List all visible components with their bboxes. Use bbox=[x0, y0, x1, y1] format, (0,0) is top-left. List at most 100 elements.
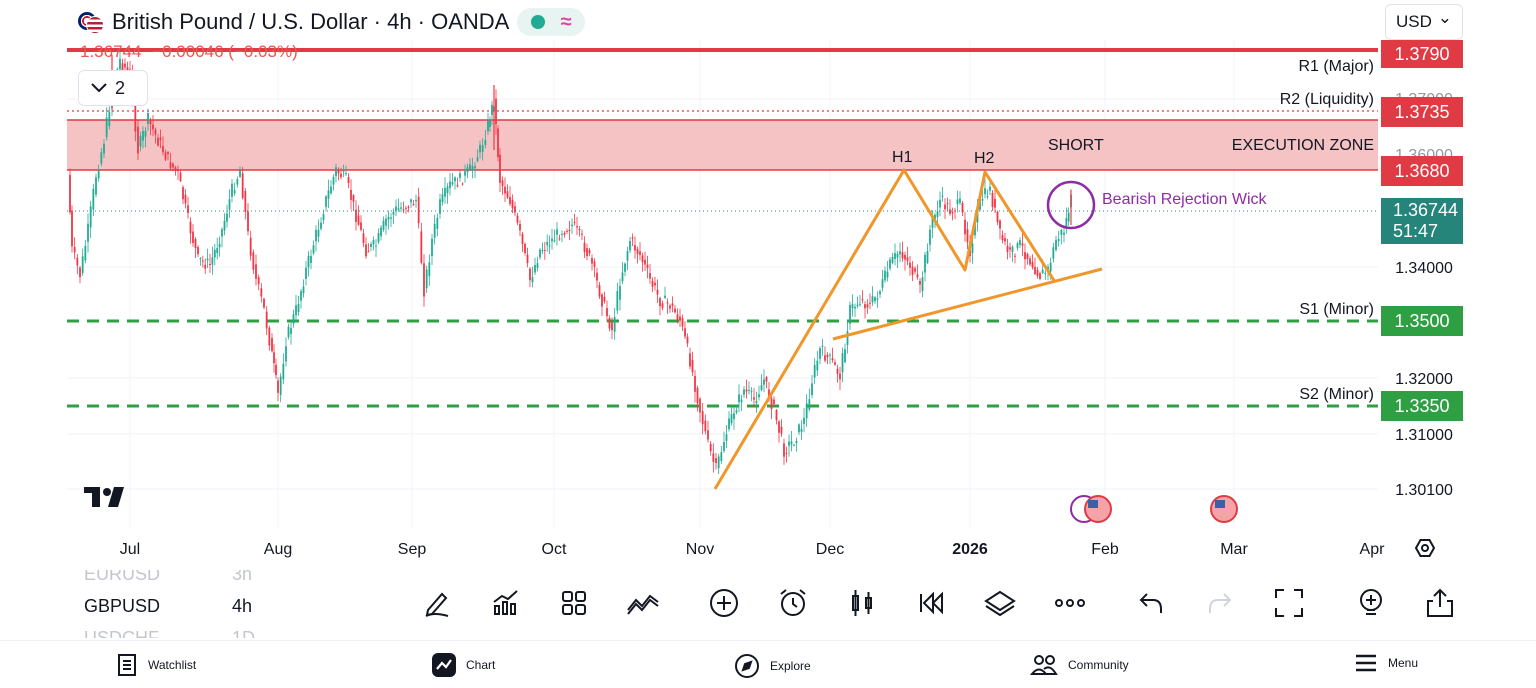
tick-1-301: 1.30100 bbox=[1395, 482, 1453, 499]
symbol-timeframe: 4h bbox=[232, 596, 253, 616]
price-chart[interactable]: R1 (Major) R2 (Liquidity) SHORT EXECUTIO… bbox=[0, 0, 1536, 568]
price-change: −0.00046 (−0.03%) bbox=[152, 42, 298, 61]
price-badge-label: 1.36744 bbox=[1393, 200, 1459, 220]
time-apr: Apr bbox=[1360, 541, 1386, 558]
candles-icon[interactable] bbox=[845, 586, 879, 620]
price-badge: 1.36744 51:47 bbox=[1381, 198, 1463, 244]
settings-icon[interactable] bbox=[1414, 539, 1436, 557]
rejection-label: Bearish Rejection Wick bbox=[1102, 191, 1268, 208]
rejection-circle bbox=[1046, 180, 1096, 230]
time-jul: Jul bbox=[120, 541, 140, 558]
gbpusd-flag-icon bbox=[78, 9, 104, 35]
price-badge-label: 1.3500 bbox=[1394, 310, 1450, 331]
us-event-icon[interactable] bbox=[1084, 495, 1112, 523]
symbol-name: USDCHF bbox=[84, 628, 159, 638]
bar-countdown: 51:47 bbox=[1393, 221, 1439, 241]
nav-menu-label: Menu bbox=[1388, 656, 1419, 670]
chevron-down-icon: ⌄ bbox=[1437, 8, 1452, 27]
currency-select[interactable]: USD ⌄ bbox=[1385, 4, 1463, 40]
bottom-toolbar: EURUSD 3h GBPUSD 4h USDCHF 1D bbox=[0, 570, 1536, 638]
last-price: 1.36744 bbox=[80, 42, 142, 61]
undo-icon[interactable] bbox=[1134, 586, 1168, 620]
symbol-name: EURUSD bbox=[84, 570, 161, 584]
delay-wave-icon: ≈ bbox=[560, 11, 572, 33]
nav-explore[interactable]: Explore bbox=[734, 653, 811, 679]
indicators-icon[interactable] bbox=[488, 586, 522, 620]
grid-icon[interactable] bbox=[557, 586, 591, 620]
replay-icon[interactable] bbox=[914, 586, 948, 620]
h2-label: H2 bbox=[974, 150, 995, 167]
s2-label: S2 (Minor) bbox=[1299, 386, 1374, 403]
bottom-navigation: Watchlist Chart Explore Community Menu bbox=[0, 640, 1536, 688]
symbol-item-active[interactable]: GBPUSD 4h bbox=[84, 596, 284, 617]
r1-label: R1 (Major) bbox=[1298, 58, 1374, 75]
share-icon[interactable] bbox=[1423, 586, 1457, 620]
symbol-item[interactable]: EURUSD 3h bbox=[84, 570, 284, 585]
event-markers[interactable] bbox=[1070, 495, 1238, 523]
time-oct: Oct bbox=[542, 541, 567, 558]
more-icon[interactable] bbox=[1053, 586, 1087, 620]
nav-explore-label: Explore bbox=[770, 659, 811, 673]
nav-community-label: Community bbox=[1068, 658, 1129, 672]
community-icon bbox=[1030, 655, 1058, 675]
nav-chart-label: Chart bbox=[466, 658, 496, 672]
symbol-name: GBPUSD bbox=[84, 596, 161, 616]
symbol-title[interactable]: British Pound / U.S. Dollar · 4h · OANDA bbox=[112, 9, 510, 34]
us-event-icon[interactable] bbox=[1210, 495, 1238, 523]
hamburger-icon bbox=[1356, 654, 1376, 672]
execution-zone-label: EXECUTION ZONE bbox=[1232, 137, 1374, 154]
patterns-icon[interactable] bbox=[626, 586, 660, 620]
price-badge: 1.3350 bbox=[1381, 391, 1463, 421]
price-badge: 1.3790 bbox=[1381, 40, 1463, 68]
nav-menu[interactable]: Menu bbox=[1354, 653, 1418, 673]
price-badge: 1.3735 bbox=[1381, 97, 1463, 127]
symbol-list[interactable]: EURUSD 3h GBPUSD 4h USDCHF 1D bbox=[84, 570, 284, 638]
nav-watchlist-label: Watchlist bbox=[148, 658, 197, 672]
time-mar: Mar bbox=[1220, 541, 1248, 558]
time-dec: Dec bbox=[816, 541, 844, 558]
chart-icon bbox=[432, 653, 456, 677]
chevron-down-icon bbox=[91, 83, 107, 93]
market-open-icon bbox=[531, 15, 546, 29]
chart-grid bbox=[67, 40, 1378, 528]
layers-icon[interactable] bbox=[983, 586, 1017, 620]
redo-icon bbox=[1203, 586, 1237, 620]
currency-value: USD bbox=[1396, 12, 1432, 31]
price-badge: 1.3500 bbox=[1381, 306, 1463, 336]
price-badge-label: 1.3735 bbox=[1394, 101, 1450, 122]
tick-1-32: 1.32000 bbox=[1395, 371, 1453, 388]
symbol-timeframe: 3h bbox=[232, 570, 253, 584]
idea-icon[interactable] bbox=[1354, 586, 1388, 620]
plus-circle-icon[interactable] bbox=[707, 586, 741, 620]
nav-watchlist[interactable]: Watchlist bbox=[116, 653, 196, 677]
time-nov: Nov bbox=[686, 541, 714, 558]
watchlist-icon bbox=[118, 654, 136, 676]
pencil-icon[interactable] bbox=[420, 586, 454, 620]
alarm-icon[interactable] bbox=[776, 586, 810, 620]
h1-label: H1 bbox=[892, 149, 913, 166]
candlestick-series bbox=[69, 50, 1072, 475]
head-shoulders-pattern bbox=[713, 168, 1057, 490]
time-feb: Feb bbox=[1091, 541, 1119, 558]
tradingview-logo-icon[interactable] bbox=[84, 485, 130, 509]
indicator-count: 2 bbox=[115, 77, 126, 98]
price-badge-label: 1.3350 bbox=[1394, 395, 1450, 416]
symbol-item[interactable]: USDCHF 1D bbox=[84, 628, 284, 638]
neckline bbox=[832, 267, 1103, 341]
price-badge-label: 1.3680 bbox=[1394, 160, 1450, 181]
tick-1-34: 1.34000 bbox=[1395, 260, 1453, 277]
time-2026: 2026 bbox=[952, 541, 988, 558]
tick-1-31: 1.31000 bbox=[1395, 427, 1453, 444]
price-badge: 1.3680 bbox=[1381, 156, 1463, 186]
fullscreen-icon[interactable] bbox=[1272, 586, 1306, 620]
nav-community[interactable]: Community bbox=[1030, 653, 1129, 677]
market-status-pill[interactable]: ≈ bbox=[517, 8, 586, 36]
indicators-collapse-button[interactable]: 2 bbox=[78, 70, 148, 106]
symbol-header[interactable]: British Pound / U.S. Dollar · 4h · OANDA… bbox=[78, 6, 586, 38]
compass-icon bbox=[735, 654, 759, 678]
symbol-timeframe: 1D bbox=[232, 628, 256, 638]
short-label: SHORT bbox=[1048, 137, 1104, 154]
s1-label: S1 (Minor) bbox=[1299, 301, 1374, 318]
nav-chart[interactable]: Chart bbox=[432, 653, 495, 677]
